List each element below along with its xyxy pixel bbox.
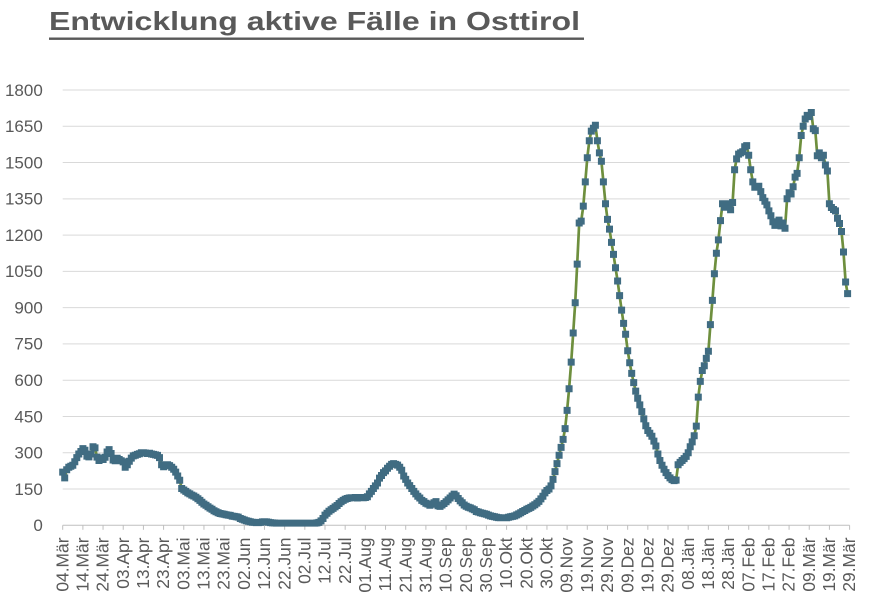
svg-text:27.Feb: 27.Feb — [779, 538, 799, 592]
svg-text:10.Okt: 10.Okt — [496, 537, 516, 588]
svg-text:08.Jän: 08.Jän — [678, 538, 698, 590]
svg-text:11.Aug: 11.Aug — [375, 538, 395, 592]
svg-text:03.Apr: 03.Apr — [113, 537, 133, 588]
svg-text:19.Dez: 19.Dez — [637, 538, 657, 593]
svg-text:04.Mär: 04.Mär — [52, 537, 72, 591]
svg-text:01.Aug: 01.Aug — [355, 538, 375, 593]
svg-text:02.Jun: 02.Jun — [234, 538, 254, 590]
svg-text:1200: 1200 — [5, 226, 43, 245]
svg-text:13.Mai: 13.Mai — [194, 538, 214, 590]
svg-text:1650: 1650 — [5, 117, 43, 136]
svg-text:29.Nov: 29.Nov — [597, 537, 617, 592]
svg-text:1050: 1050 — [5, 262, 43, 281]
svg-text:20.Okt: 20.Okt — [516, 537, 536, 588]
svg-text:09.Dez: 09.Dez — [617, 538, 637, 593]
svg-text:12.Jul: 12.Jul — [315, 538, 335, 584]
svg-text:31.Aug: 31.Aug — [415, 538, 435, 593]
svg-text:13.Apr: 13.Apr — [133, 537, 153, 588]
svg-text:30.Okt: 30.Okt — [537, 537, 557, 588]
svg-text:10.Sep: 10.Sep — [436, 538, 456, 593]
svg-text:150: 150 — [14, 480, 42, 499]
svg-text:22.Jul: 22.Jul — [335, 538, 355, 584]
svg-text:29.Dez: 29.Dez — [658, 538, 678, 593]
svg-text:1800: 1800 — [5, 81, 43, 100]
svg-text:21.Aug: 21.Aug — [395, 538, 415, 593]
svg-text:900: 900 — [14, 298, 42, 317]
svg-text:22.Jun: 22.Jun — [274, 538, 294, 590]
svg-text:02.Jul: 02.Jul — [294, 538, 314, 584]
svg-text:03.Mai: 03.Mai — [173, 538, 193, 590]
svg-text:0: 0 — [33, 516, 42, 535]
svg-text:23.Apr: 23.Apr — [153, 537, 173, 588]
svg-text:Entwicklung aktive Fälle in Os: Entwicklung aktive Fälle in Osttirol — [49, 6, 580, 36]
svg-text:24.Mär: 24.Mär — [93, 537, 113, 591]
svg-text:12.Jun: 12.Jun — [254, 538, 274, 590]
svg-text:19.Nov: 19.Nov — [577, 537, 597, 592]
svg-text:19.Mär: 19.Mär — [819, 537, 839, 591]
svg-text:09.Nov: 09.Nov — [557, 537, 577, 592]
svg-text:300: 300 — [14, 444, 42, 463]
svg-text:23.Mai: 23.Mai — [214, 538, 234, 590]
svg-text:20.Sep: 20.Sep — [456, 538, 476, 593]
svg-text:1500: 1500 — [5, 153, 43, 172]
svg-text:17.Feb: 17.Feb — [758, 538, 778, 592]
svg-text:18.Jän: 18.Jän — [698, 538, 718, 590]
svg-text:600: 600 — [14, 371, 42, 390]
svg-text:450: 450 — [14, 407, 42, 426]
svg-text:750: 750 — [14, 335, 42, 354]
svg-text:09.Mär: 09.Mär — [799, 537, 819, 591]
svg-text:1350: 1350 — [5, 190, 43, 209]
svg-text:14.Mär: 14.Mär — [72, 537, 92, 591]
svg-text:30.Sep: 30.Sep — [476, 538, 496, 593]
svg-text:28.Jän: 28.Jän — [718, 538, 738, 590]
svg-text:07.Feb: 07.Feb — [738, 538, 758, 592]
svg-text:29.Mär: 29.Mär — [839, 537, 859, 591]
